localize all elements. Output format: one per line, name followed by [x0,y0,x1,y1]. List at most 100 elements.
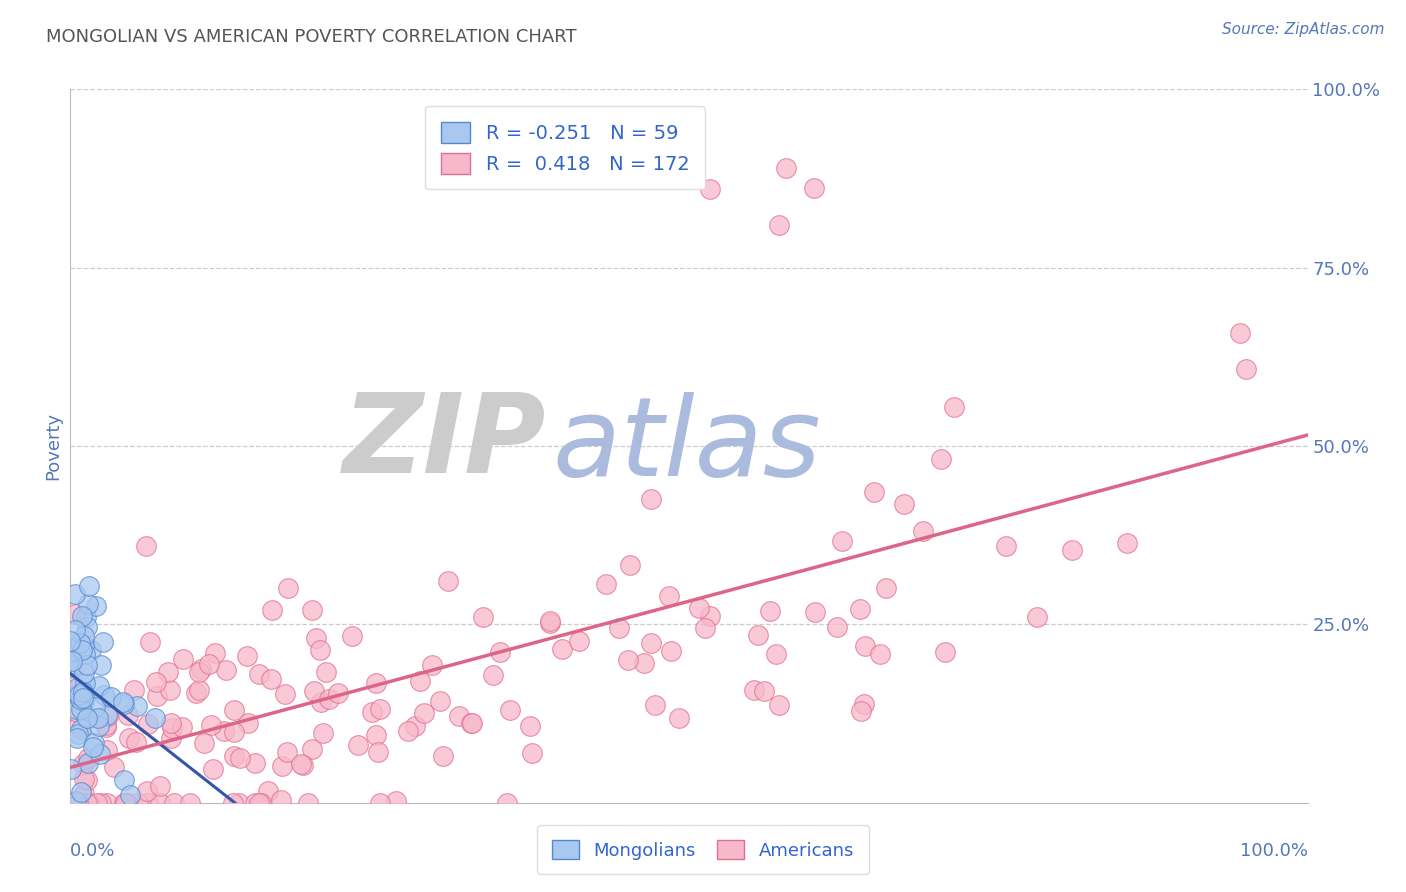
Point [200,718,222,732]
Text: MONGOLIAN VS AMERICAN POVERTY CORRELATION CHART: MONGOLIAN VS AMERICAN POVERTY CORRELATIO… [45,29,576,46]
Point [699,609,721,624]
Point [568,633,591,648]
Point [145,675,167,690]
Point [112,697,135,711]
Point [67,688,90,702]
Point [197,657,219,671]
Point [385,794,408,808]
Point [631,159,654,173]
Point [69,692,91,706]
Point [115,796,138,810]
Point [869,647,891,661]
Point [72,690,94,705]
Point [243,796,266,810]
Point [215,664,238,678]
Point [308,643,330,657]
Point [619,558,641,573]
Point [127,796,149,810]
Point [447,709,470,723]
Point [114,796,136,810]
Point [67,718,90,732]
Point [277,581,299,595]
Point [368,702,391,716]
Point [91,635,114,649]
Text: 0.0%: 0.0% [70,842,115,860]
Point [87,679,110,693]
Point [236,715,259,730]
Point [162,721,184,735]
Point [301,742,323,756]
Point [193,736,215,750]
Point [87,719,110,733]
Point [893,497,915,511]
Point [90,796,112,810]
Point [311,726,333,740]
Point [229,751,252,765]
Point [550,641,572,656]
Point [461,716,484,731]
Point [70,609,93,624]
Point [59,689,82,703]
Point [851,704,873,718]
Point [1234,362,1257,376]
Point [247,796,270,810]
Point [63,624,86,638]
Text: 100.0%: 100.0% [1240,842,1308,860]
Point [112,796,135,810]
Point [65,702,87,716]
Point [862,484,884,499]
Point [804,605,827,619]
Point [361,706,384,720]
Point [249,796,271,810]
Point [852,697,875,711]
Point [89,747,111,761]
Point [260,603,283,617]
Point [75,709,97,723]
Point [488,645,510,659]
Point [112,695,135,709]
Point [222,724,245,739]
Point [125,698,148,713]
Point [752,684,775,698]
Point [66,681,89,695]
Point [1062,543,1084,558]
Point [69,636,91,650]
Y-axis label: Poverty: Poverty [44,412,62,480]
Point [499,703,522,717]
Point [222,703,245,717]
Point [76,751,98,765]
Point [60,657,83,671]
Point [257,784,280,798]
Point [222,796,245,810]
Point [765,647,787,661]
Point [66,796,89,810]
Point [420,658,443,673]
Point [77,597,100,611]
Point [72,756,94,771]
Point [659,643,682,657]
Point [124,682,146,697]
Point [929,452,952,467]
Point [305,631,328,645]
Point [1116,536,1139,550]
Point [520,746,543,760]
Point [315,665,337,679]
Point [66,688,89,702]
Point [742,682,765,697]
Point [73,665,96,680]
Point [72,685,94,699]
Point [413,706,436,720]
Point [326,685,349,699]
Point [149,796,172,810]
Point [297,796,319,810]
Point [96,796,118,810]
Point [538,614,561,628]
Point [60,660,83,674]
Point [495,796,517,810]
Point [66,726,89,740]
Point [538,615,561,630]
Point [1229,326,1251,340]
Point [97,709,120,723]
Point [117,708,139,723]
Point [77,579,100,593]
